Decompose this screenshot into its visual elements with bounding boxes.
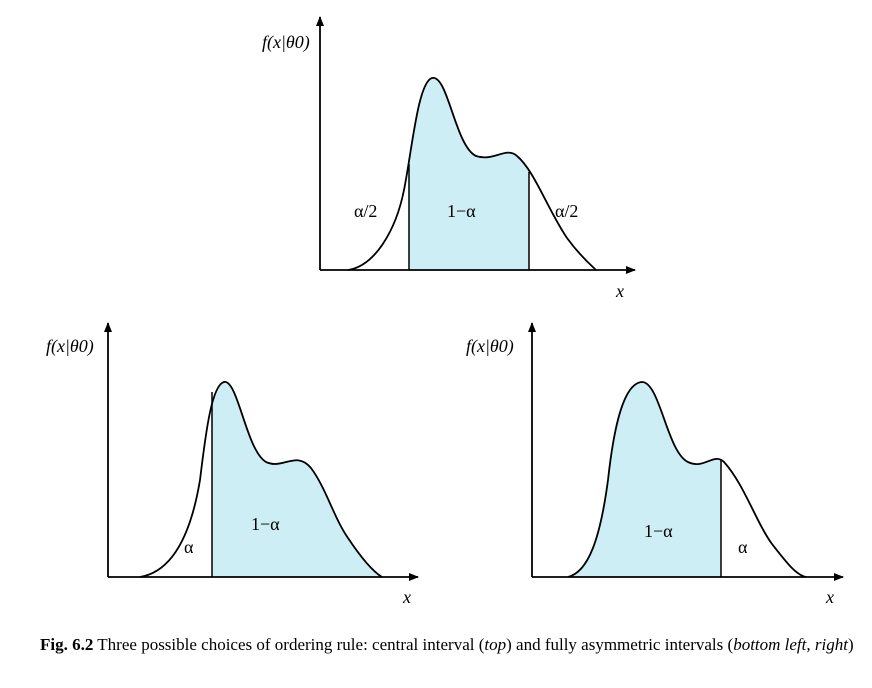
bottom-left-tail-label: α (184, 537, 194, 557)
caption-top-word: top (484, 635, 507, 654)
bottom-right-x-axis-label: x (825, 587, 834, 607)
bottom-right-shaded-region (568, 382, 721, 577)
bottom-right-tail-label: α (738, 537, 748, 557)
top-density-curve (347, 77, 597, 271)
bottom-right-density-curve (567, 381, 807, 578)
bottom-left-density-curve (139, 381, 383, 578)
bottom-right-center-label: 1−α (644, 521, 673, 541)
bottom-left-x-axis-label: x (402, 587, 411, 607)
top-right-tail-label: α/2 (555, 201, 578, 221)
caption-text-1: Three possible choices of ordering rule:… (93, 635, 485, 654)
figure-caption: Fig. 6.2 Three possible choices of order… (40, 633, 860, 656)
top-shaded-region (409, 77, 529, 270)
top-panel: f(x|θ0) x α/2 1−α α/2 (262, 16, 636, 301)
bottom-left-shaded-region (212, 381, 382, 577)
bottom-right-panel: f(x|θ0) x 1−α α (466, 322, 844, 607)
caption-bottom-words: bottom left, right (733, 635, 848, 654)
caption-text-2: ) and fully asymmetric intervals ( (506, 635, 734, 654)
top-y-axis-label: f(x|θ0) (262, 32, 310, 53)
caption-label: Fig. 6.2 (40, 635, 94, 654)
bottom-left-center-label: 1−α (251, 514, 280, 534)
caption-text-3: ) (847, 635, 854, 654)
top-x-axis-label: x (615, 281, 624, 301)
top-center-label: 1−α (447, 201, 476, 221)
bottom-left-panel: f(x|θ0) x α 1−α (46, 322, 419, 607)
bottom-left-y-axis-label: f(x|θ0) (46, 336, 94, 357)
top-left-tail-label: α/2 (354, 201, 377, 221)
bottom-right-y-axis-label: f(x|θ0) (466, 336, 514, 357)
